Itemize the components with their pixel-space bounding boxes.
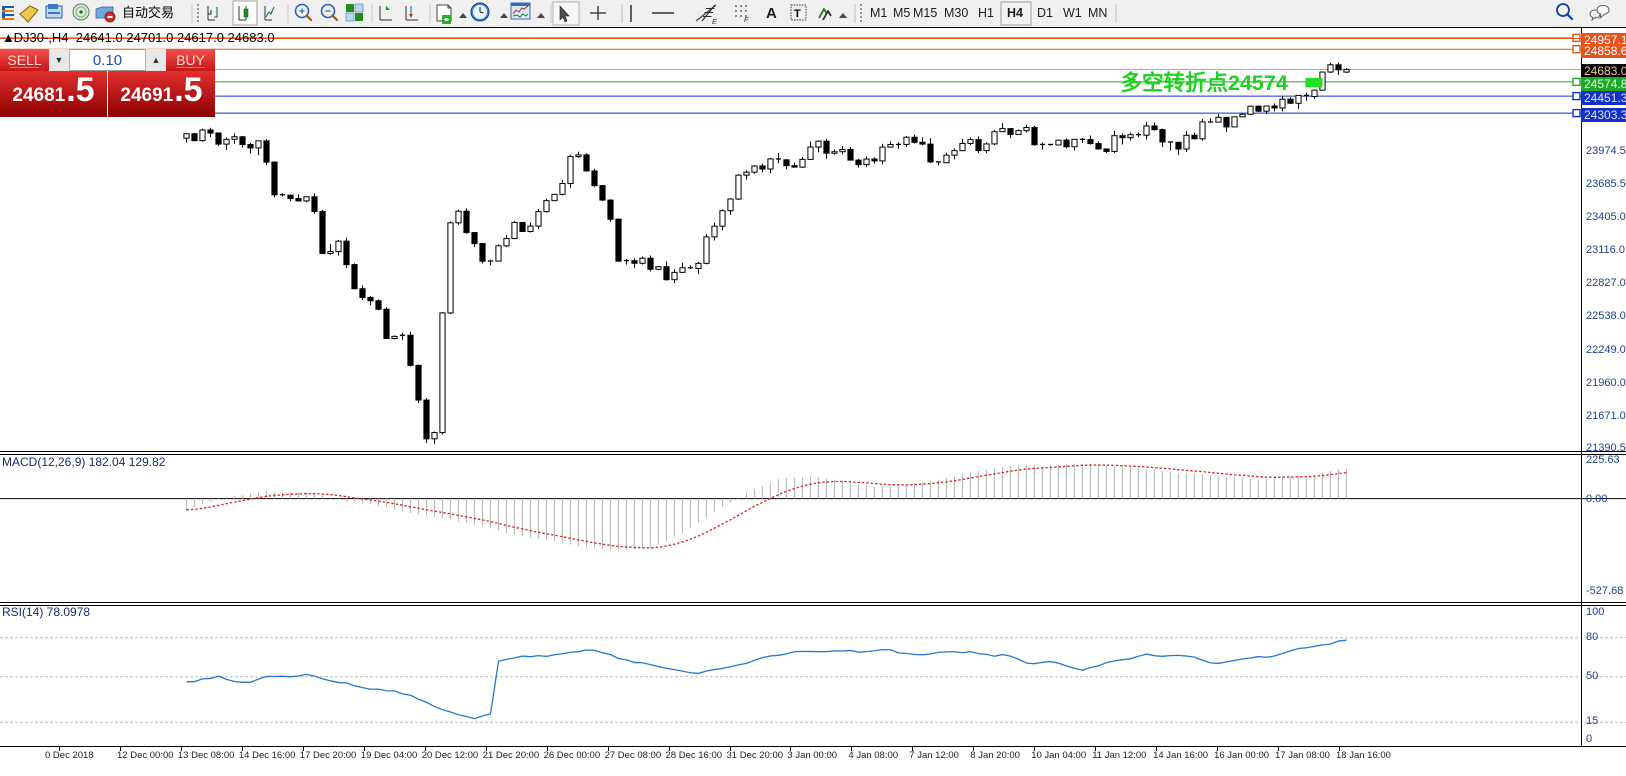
svg-text:M15: M15 <box>913 6 937 20</box>
svg-text:MACD(12,26,9) 182.04 129.82: MACD(12,26,9) 182.04 129.82 <box>2 455 166 469</box>
svg-text:M1: M1 <box>870 6 887 20</box>
svg-text:H4: H4 <box>1007 6 1023 20</box>
svg-text:W1: W1 <box>1063 6 1082 20</box>
svg-text:D1: D1 <box>1037 6 1053 20</box>
svg-text:F: F <box>744 15 749 24</box>
svg-text:E: E <box>712 17 718 26</box>
svg-text:自动交易: 自动交易 <box>122 5 174 20</box>
svg-text:RSI(14) 78.0978: RSI(14) 78.0978 <box>2 605 90 619</box>
svg-text:MN: MN <box>1088 6 1107 20</box>
svg-text:H1: H1 <box>978 6 994 20</box>
svg-text:T: T <box>794 8 801 20</box>
svg-text:M5: M5 <box>893 6 910 20</box>
svg-text:M30: M30 <box>944 6 968 20</box>
svg-text:A: A <box>766 5 777 22</box>
svg-text:多空转折点24574: 多空转折点24574 <box>1121 70 1288 95</box>
